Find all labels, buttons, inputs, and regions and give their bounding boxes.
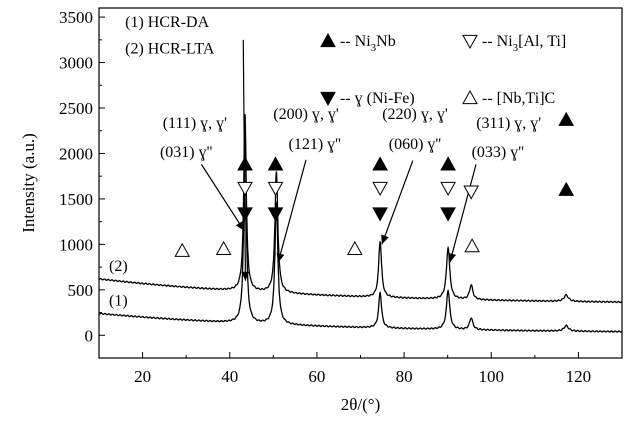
up-filled-marker bbox=[440, 156, 456, 171]
legend-label: -- Ni3[Al, Ti] bbox=[482, 33, 566, 54]
y-tick-label: 2000 bbox=[59, 144, 93, 163]
arrow-head bbox=[241, 271, 250, 281]
phase-markers bbox=[174, 111, 575, 257]
peak-annotation: (060) ɣ'' bbox=[389, 136, 442, 153]
y-axis-label: Intensity (a.u.) bbox=[19, 133, 38, 233]
up-filled-marker bbox=[237, 156, 253, 171]
down-filled-legend-marker bbox=[320, 91, 336, 107]
up-filled-marker bbox=[558, 111, 575, 126]
y-ticks: 0 500 1000 1500 2000 2500 3000 3500 bbox=[59, 8, 105, 345]
peak-annotation: (111) ɣ, ɣ' bbox=[163, 115, 227, 132]
down-open-marker bbox=[237, 181, 253, 197]
x-tick-label: 60 bbox=[308, 367, 325, 386]
x-ticks: 20 40 60 80 100 120 bbox=[98, 352, 623, 386]
up-open-legend-marker bbox=[462, 89, 478, 105]
arrow-head bbox=[381, 234, 389, 245]
y-tick-label: 3000 bbox=[59, 54, 93, 73]
y-tick-label: 3500 bbox=[59, 8, 93, 27]
x-tick-label: 100 bbox=[479, 367, 505, 386]
phase-legend: -- Ni3Nb -- Ni3[Al, Ti] -- ɣ (Ni-Fe) -- [Nb… bbox=[320, 32, 566, 107]
arrow-line bbox=[381, 160, 414, 245]
peak-annotation: (031) ɣ'' bbox=[160, 144, 213, 161]
up-filled-marker bbox=[372, 156, 388, 171]
series-line bbox=[98, 136, 623, 333]
peak-annotation: (311) ɣ, ɣ' bbox=[476, 115, 541, 132]
peak-annotation: (1) HCR-DA bbox=[125, 14, 209, 31]
down-open-legend-marker bbox=[462, 34, 478, 50]
y-tick-label: 1500 bbox=[59, 190, 93, 209]
arrow-line bbox=[277, 159, 307, 263]
peak-annotation: (200) ɣ, ɣ' bbox=[273, 106, 339, 123]
series-label: (2) bbox=[109, 258, 128, 275]
arrow-head bbox=[448, 252, 457, 263]
arrow-head bbox=[235, 220, 245, 231]
up-filled-marker bbox=[558, 181, 575, 196]
peak-annotation: (033) ɣ'' bbox=[472, 144, 525, 161]
plot-frame bbox=[98, 7, 623, 359]
peak-annotation: (220) ɣ, ɣ' bbox=[382, 106, 448, 123]
x-tick-label: 120 bbox=[566, 367, 592, 386]
legend-label: -- ɣ (Ni-Fe) bbox=[340, 90, 415, 107]
up-open-marker bbox=[346, 240, 363, 256]
legend-label: -- [Nb,Ti]C bbox=[482, 90, 555, 107]
y-tick-label: 2500 bbox=[59, 99, 93, 118]
x-axis-label: 2θ/(°) bbox=[341, 395, 381, 414]
x-tick-label: 80 bbox=[396, 367, 413, 386]
y-tick-label: 1000 bbox=[59, 235, 93, 254]
arrow-line bbox=[200, 164, 245, 232]
legend-label: -- Ni3Nb bbox=[340, 33, 396, 54]
down-open-marker bbox=[463, 185, 480, 200]
series-line bbox=[98, 114, 623, 304]
up-filled-marker bbox=[267, 156, 284, 171]
down-open-marker bbox=[440, 181, 456, 197]
series-curves: (1) (2) bbox=[98, 114, 623, 333]
up-open-marker bbox=[174, 242, 191, 257]
up-open-marker bbox=[464, 238, 480, 253]
arrow-head bbox=[276, 252, 285, 263]
down-open-marker bbox=[372, 181, 388, 197]
down-filled-marker bbox=[267, 207, 284, 222]
x-tick-label: 40 bbox=[221, 367, 238, 386]
y-tick-label: 0 bbox=[85, 326, 94, 345]
up-filled-legend-marker bbox=[320, 32, 336, 48]
x-tick-label: 20 bbox=[134, 367, 151, 386]
peak-annotation: (121) ɣ'' bbox=[289, 136, 342, 153]
peak-annotation: (2) HCR-LTA bbox=[125, 40, 215, 57]
down-filled-marker bbox=[237, 207, 253, 222]
down-filled-marker bbox=[372, 207, 388, 222]
y-tick-label: 500 bbox=[68, 281, 94, 300]
series-label: (1) bbox=[109, 292, 128, 309]
peak-annotations: (1) HCR-DA (2) HCR-LTA (111) ɣ, ɣ' (031) ɣ'… bbox=[125, 14, 541, 161]
down-filled-marker bbox=[440, 207, 456, 222]
down-open-marker bbox=[267, 181, 284, 197]
up-open-marker bbox=[215, 240, 232, 256]
arrow-line bbox=[449, 164, 477, 263]
